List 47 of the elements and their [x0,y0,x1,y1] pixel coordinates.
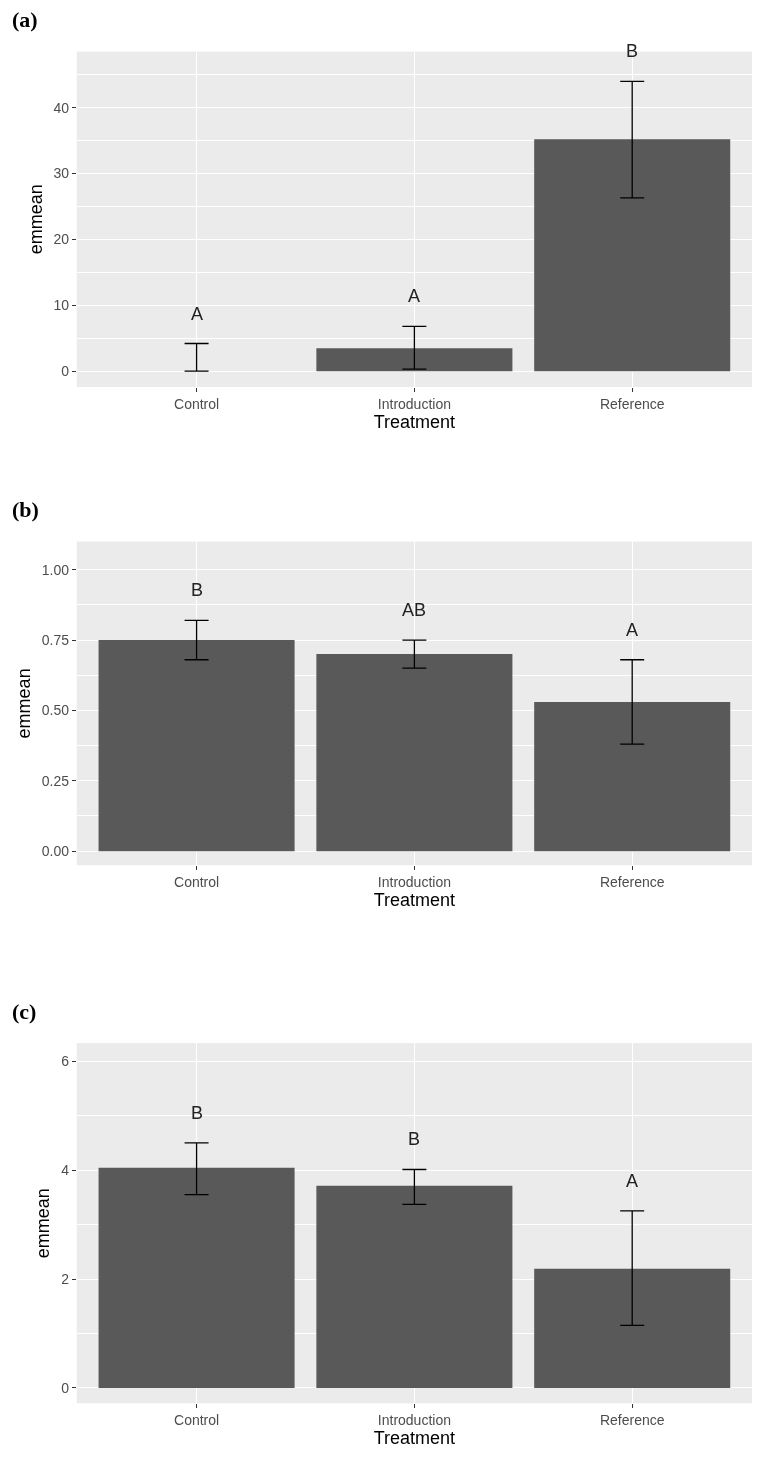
x-axis-title: Treatment [373,890,456,911]
bar [534,701,731,852]
y-tick-label: 6 [61,1052,70,1069]
y-axis-title: emmean [33,1188,54,1259]
annotation: B [408,1129,421,1149]
y-tick-label: 0.00 [41,843,70,860]
y-tick-label: 0.25 [41,772,70,789]
chart-title: (c) [12,999,37,1024]
annotation: A [626,1171,639,1191]
x-tick-label: Introduction [377,1412,451,1429]
y-axis-title: emmean [13,668,34,739]
bar [534,1268,731,1388]
annotation: A [408,286,421,306]
y-tick-label: 4 [61,1161,70,1178]
annotation: B [626,41,639,61]
x-tick-label: Control [174,874,220,891]
x-tick-label: Reference [599,395,665,412]
y-tick-label: 0.75 [41,631,70,648]
x-axis-title: Treatment [373,1428,456,1449]
x-tick-label: Reference [599,874,665,891]
x-tick-label: Control [174,1412,220,1429]
y-tick-label: 0 [61,1379,70,1396]
annotation: B [191,1103,204,1123]
bar [98,1167,295,1388]
y-tick-label: 2 [61,1270,70,1287]
x-tick-label: Reference [599,1412,665,1429]
y-tick-label: 20 [53,231,70,248]
y-tick-label: 1.00 [41,561,70,578]
annotation: A [626,620,639,640]
annotation: AB [402,600,427,620]
y-axis-title: emmean [25,184,46,255]
y-tick-label: 30 [53,165,70,182]
x-tick-label: Introduction [377,874,451,891]
annotation: B [191,580,204,600]
y-tick-label: 0.50 [41,702,70,719]
chart-title: (b) [12,497,39,522]
bar [316,654,513,852]
y-tick-label: 10 [53,297,70,314]
bar [98,640,295,852]
y-tick-label: 40 [53,99,70,116]
bar [316,1185,513,1388]
chart-title: (a) [12,7,38,32]
x-tick-label: Control [174,395,220,412]
y-tick-label: 0 [61,363,70,380]
x-tick-label: Introduction [377,395,451,412]
annotation: A [191,304,204,324]
x-axis-title: Treatment [373,411,456,432]
